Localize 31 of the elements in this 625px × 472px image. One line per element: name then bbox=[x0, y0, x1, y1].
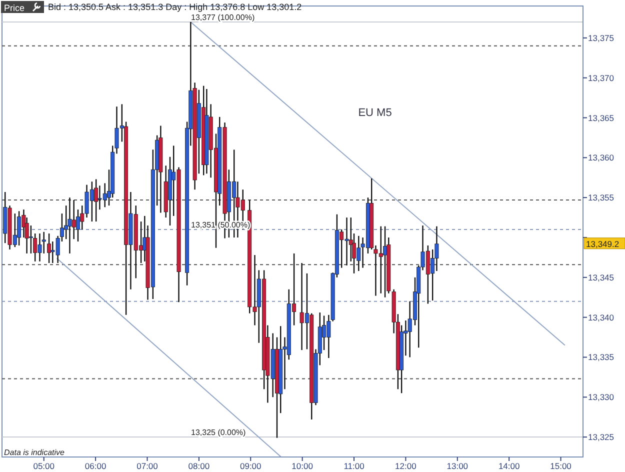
ref-line-label: 13,325 (0.00%) bbox=[191, 428, 246, 438]
y-tick-label: 13,330 bbox=[588, 392, 614, 402]
y-tick-label: 13,355 bbox=[588, 192, 614, 203]
y-tick-label: 13,340 bbox=[588, 312, 614, 322]
y-tick-label: 13,345 bbox=[588, 272, 614, 282]
y-tick-label: 13,370 bbox=[588, 72, 614, 83]
candlestick bbox=[47, 232, 52, 264]
annotation: Price bbox=[4, 3, 25, 13]
x-tick-label: 06:00 bbox=[84, 461, 106, 471]
x-tick-label: 11:00 bbox=[344, 461, 365, 471]
y-tick-label: 13,335 bbox=[588, 352, 614, 362]
y-tick-label: 13,375 bbox=[588, 32, 614, 43]
ref-line-label: 13,377 (100.00%) bbox=[191, 12, 255, 22]
candlestick bbox=[383, 226, 388, 298]
x-tick-label: 14:00 bbox=[498, 461, 520, 471]
y-tick-label: 13,365 bbox=[588, 112, 614, 123]
x-tick-label: 07:00 bbox=[136, 461, 158, 471]
y-tick-label: 13,360 bbox=[588, 152, 614, 163]
x-tick-label: 05:00 bbox=[33, 461, 55, 471]
x-tick-label: 12:00 bbox=[395, 461, 417, 471]
x-tick-label: 10:00 bbox=[292, 461, 314, 471]
x-tick-label: 09:00 bbox=[240, 461, 262, 471]
x-tick-label: 15:00 bbox=[550, 461, 572, 471]
candlestick bbox=[68, 196, 72, 254]
text: EU M5 bbox=[358, 107, 392, 119]
annotation: Data is indicative bbox=[4, 448, 66, 457]
candlestick bbox=[94, 178, 98, 222]
text: 13,349.2 bbox=[586, 238, 620, 249]
x-tick-label: 08:00 bbox=[188, 461, 210, 471]
y-tick-label: 13,325 bbox=[588, 432, 614, 442]
x-tick-label: 13:00 bbox=[446, 461, 468, 471]
